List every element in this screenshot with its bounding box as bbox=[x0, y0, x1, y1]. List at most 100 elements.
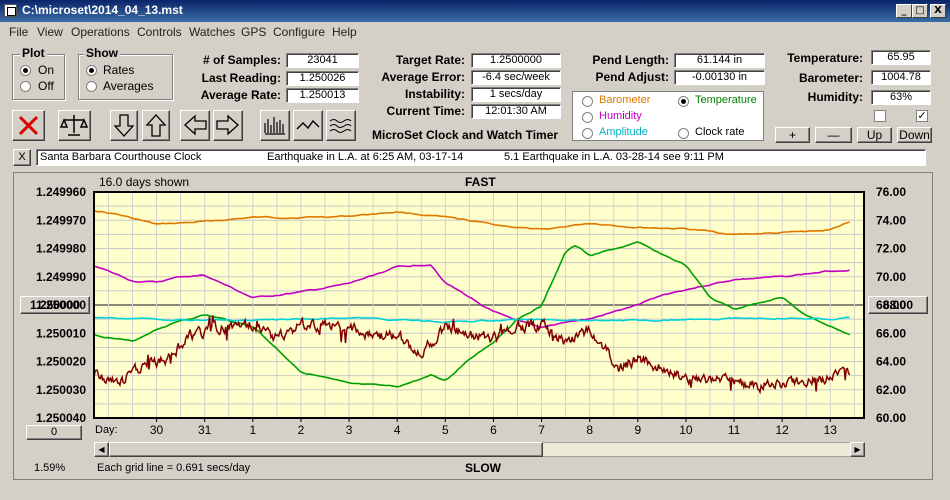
scroll-thumb[interactable] bbox=[109, 442, 543, 457]
plot-off-label: Off bbox=[38, 79, 54, 93]
show-averages-radio[interactable] bbox=[86, 81, 97, 92]
notes-close-button[interactable]: X bbox=[13, 149, 31, 166]
menu-gps[interactable]: GPS bbox=[241, 25, 267, 39]
option-checkbox-2[interactable]: ✓ bbox=[916, 109, 928, 122]
amplitude-radio[interactable] bbox=[582, 128, 593, 139]
average-error-value: -6.4 sec/week bbox=[471, 70, 561, 85]
scroll-down-button[interactable]: Down bbox=[897, 127, 932, 143]
grid-note: Each grid line = 0.691 secs/day bbox=[97, 462, 251, 474]
average-rate-label: Average Rate: bbox=[200, 88, 281, 102]
plot-on-radio[interactable] bbox=[20, 65, 31, 76]
minimize-button[interactable]: _ bbox=[896, 4, 912, 18]
temperature-radio[interactable] bbox=[678, 96, 689, 107]
day-tick: 11 bbox=[728, 423, 741, 437]
maximize-button[interactable]: □ bbox=[912, 4, 928, 18]
menu-controls[interactable]: Controls bbox=[137, 25, 182, 39]
humidity-radio[interactable] bbox=[582, 112, 593, 123]
day-tick: 3 bbox=[346, 423, 353, 437]
line-chart-icon bbox=[296, 119, 320, 130]
option-checkbox-1[interactable] bbox=[874, 110, 886, 122]
y-right-tick: 66.00 bbox=[876, 326, 906, 340]
window-title: C:\microset\2014_04_13.mst bbox=[22, 3, 183, 17]
line-view-button[interactable] bbox=[293, 110, 323, 141]
zoom-in-button[interactable]: + bbox=[775, 127, 810, 143]
show-averages-label: Averages bbox=[103, 79, 154, 93]
scroll-right-arrow[interactable]: ▶ bbox=[850, 442, 865, 457]
app-icon[interactable] bbox=[4, 4, 17, 17]
day-tick: 12 bbox=[776, 423, 790, 437]
menu-configure[interactable]: Configure bbox=[273, 25, 326, 39]
samples-value: 23041 bbox=[286, 53, 359, 68]
zoom-out-button[interactable]: — bbox=[815, 127, 852, 143]
bar-view-button[interactable] bbox=[260, 110, 290, 141]
plot-off-radio[interactable] bbox=[20, 81, 31, 92]
temperature-label: Temperature: bbox=[787, 51, 863, 65]
day-tick: 6 bbox=[490, 423, 497, 437]
current-time-value: 12:01:30 AM bbox=[471, 104, 561, 119]
arrow-up-icon bbox=[145, 114, 167, 137]
fast-label: FAST bbox=[465, 175, 496, 189]
day-axis-label: Day: bbox=[95, 424, 118, 436]
center-temp-button[interactable]: 68.00 bbox=[868, 296, 928, 314]
temperature-value: 65.95 bbox=[871, 50, 931, 65]
scroll-right-button[interactable] bbox=[213, 110, 243, 141]
menu-operations[interactable]: Operations bbox=[71, 25, 130, 39]
arrow-down-icon bbox=[113, 114, 135, 137]
y-left-tick: 1.249970 bbox=[36, 213, 86, 227]
amplitude-option: Amplitude bbox=[599, 126, 648, 138]
clock-rate-radio[interactable] bbox=[678, 128, 689, 139]
samples-label: # of Samples: bbox=[202, 53, 281, 67]
menu-watches[interactable]: Watches bbox=[189, 25, 236, 39]
series-line-temperature bbox=[93, 241, 850, 388]
y-right-tick: 62.00 bbox=[876, 383, 906, 397]
y-right-tick: 72.00 bbox=[876, 242, 906, 256]
target-rate-label: Target Rate: bbox=[395, 53, 465, 67]
balance-button[interactable] bbox=[58, 110, 91, 141]
menu-help[interactable]: Help bbox=[332, 25, 357, 39]
humidity-value: 63% bbox=[871, 90, 931, 105]
series-line-humidity bbox=[93, 264, 850, 329]
slow-label: SLOW bbox=[465, 461, 501, 475]
show-group bbox=[78, 54, 173, 100]
notes-field[interactable]: Santa Barbara Courthouse Clock Earthquak… bbox=[36, 149, 926, 166]
note-1: Santa Barbara Courthouse Clock bbox=[40, 151, 202, 163]
plot-on-label: On bbox=[38, 63, 55, 77]
red-x-icon bbox=[18, 115, 39, 136]
app-name: MicroSet Clock and Watch Timer bbox=[372, 128, 559, 142]
wave-view-button[interactable] bbox=[326, 110, 356, 141]
y-left-tick: 1.249960 bbox=[36, 185, 86, 199]
wave-icon bbox=[329, 119, 352, 133]
y-right-tick: 76.00 bbox=[876, 185, 906, 199]
reset-zero-button[interactable]: 0 bbox=[26, 425, 82, 440]
close-button[interactable]: X bbox=[930, 4, 946, 18]
current-time-label: Current Time: bbox=[386, 104, 465, 118]
center-rate-button[interactable]: 1.250000 bbox=[20, 296, 90, 314]
y-left-tick: 1.250000 bbox=[36, 298, 86, 312]
scroll-up-button[interactable]: Up bbox=[857, 127, 892, 143]
scroll-left-arrow[interactable]: ◀ bbox=[94, 442, 109, 457]
y-right-tick: 60.00 bbox=[876, 411, 906, 425]
scroll-left-button[interactable] bbox=[180, 110, 210, 141]
series-line-barometer bbox=[93, 210, 850, 236]
rate-up-button[interactable] bbox=[142, 110, 170, 141]
barometer-radio[interactable] bbox=[582, 96, 593, 107]
show-rates-radio[interactable] bbox=[86, 65, 97, 76]
pend-adjust-label: Pend Adjust: bbox=[595, 70, 669, 84]
arrow-left-icon bbox=[184, 114, 207, 136]
average-rate-value: 1.250013 bbox=[286, 88, 359, 103]
instability-value: 1 secs/day bbox=[471, 87, 561, 102]
menu-bar: File View Operations Controls Watches GP… bbox=[0, 22, 950, 42]
y-left-tick: 1.250010 bbox=[36, 326, 86, 340]
day-tick: 7 bbox=[538, 423, 545, 437]
title-bar bbox=[0, 0, 950, 22]
menu-view[interactable]: View bbox=[37, 25, 63, 39]
temperature-option: Temperature bbox=[695, 94, 757, 106]
menu-file[interactable]: File bbox=[9, 25, 29, 39]
rate-down-button[interactable] bbox=[110, 110, 138, 141]
stop-button[interactable] bbox=[12, 110, 45, 141]
day-tick: 2 bbox=[298, 423, 305, 437]
series-line-clock_rate bbox=[93, 315, 851, 395]
day-tick: 1 bbox=[249, 423, 256, 437]
scale-icon bbox=[59, 115, 89, 136]
